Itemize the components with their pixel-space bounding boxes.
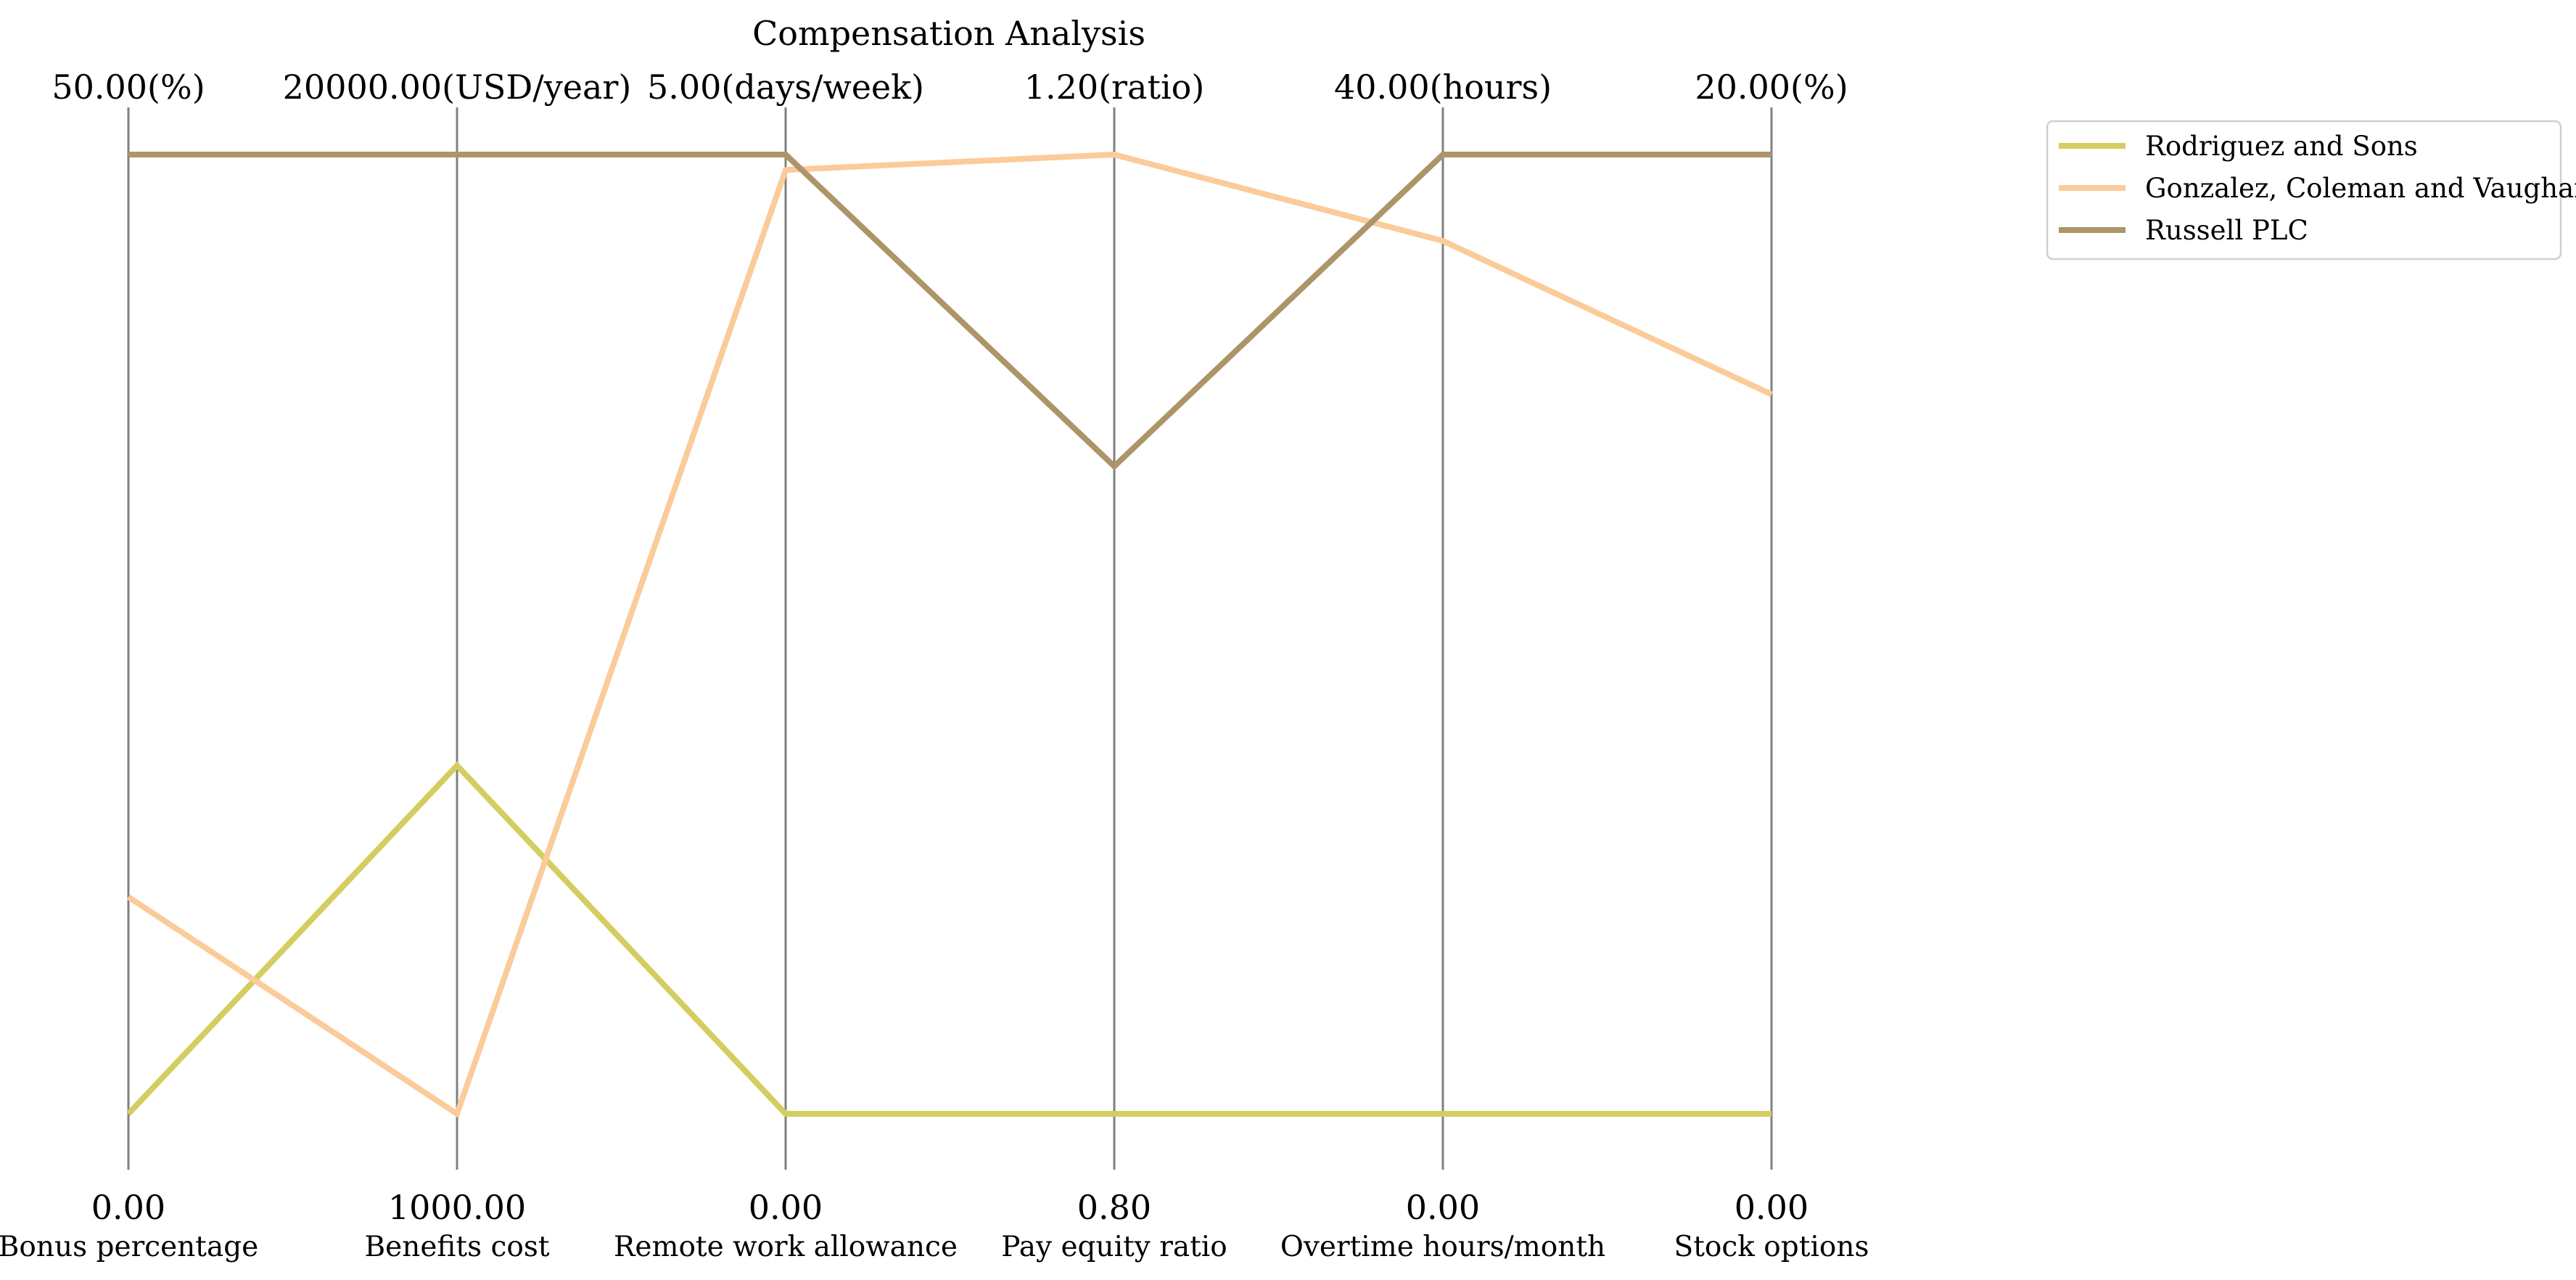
- series-layer: [126, 151, 1773, 1119]
- axis-min-label: 1000.00: [388, 1188, 526, 1227]
- axis-min-label: 0.00: [1406, 1188, 1480, 1227]
- axis-max-label: 5.00(days/week): [647, 67, 924, 107]
- legend-entry-label: Russell PLC: [2145, 215, 2308, 246]
- series-line-1: [126, 761, 1771, 1117]
- axis-name-label: Benefits cost: [364, 1231, 549, 1263]
- axis-max-label: 20.00(%): [1695, 67, 1848, 107]
- axis-name-label: Bonus percentage: [0, 1231, 258, 1263]
- axis-max-label: 50.00(%): [52, 67, 205, 107]
- legend-entry-label: Gonzalez, Coleman and Vaughan: [2145, 173, 2576, 204]
- axis-max-label: 1.20(ratio): [1024, 67, 1205, 107]
- legend: Rodriguez and Sons Gonzalez, Coleman and …: [2046, 120, 2576, 260]
- axis-min-label: 0.80: [1077, 1188, 1151, 1227]
- chart-title: Compensation Analysis: [752, 14, 1145, 53]
- axis-name-label: Pay equity ratio: [1001, 1231, 1227, 1263]
- axis-max-label: 20000.00(USD/year): [283, 67, 632, 107]
- axis-name-label: Remote work allowance: [614, 1231, 958, 1263]
- axis-min-label: 0.00: [91, 1188, 165, 1227]
- axis-name-label: Overtime hours/month: [1280, 1231, 1605, 1263]
- axis-max-label: 40.00(hours): [1334, 67, 1552, 107]
- series-line-3: [128, 152, 1771, 471]
- axis-name-label: Stock options: [1674, 1231, 1869, 1263]
- axes-layer: 50.00(%) 0.00 Bonus percentage 20000.00(USD…: [0, 67, 1869, 1263]
- legend-entry-label: Rodriguez and Sons: [2145, 131, 2418, 162]
- legend-frame: [2046, 120, 2562, 260]
- axis-min-label: 0.00: [749, 1188, 823, 1227]
- series-line-2: [126, 151, 1773, 1119]
- axis-min-label: 0.00: [1735, 1188, 1808, 1227]
